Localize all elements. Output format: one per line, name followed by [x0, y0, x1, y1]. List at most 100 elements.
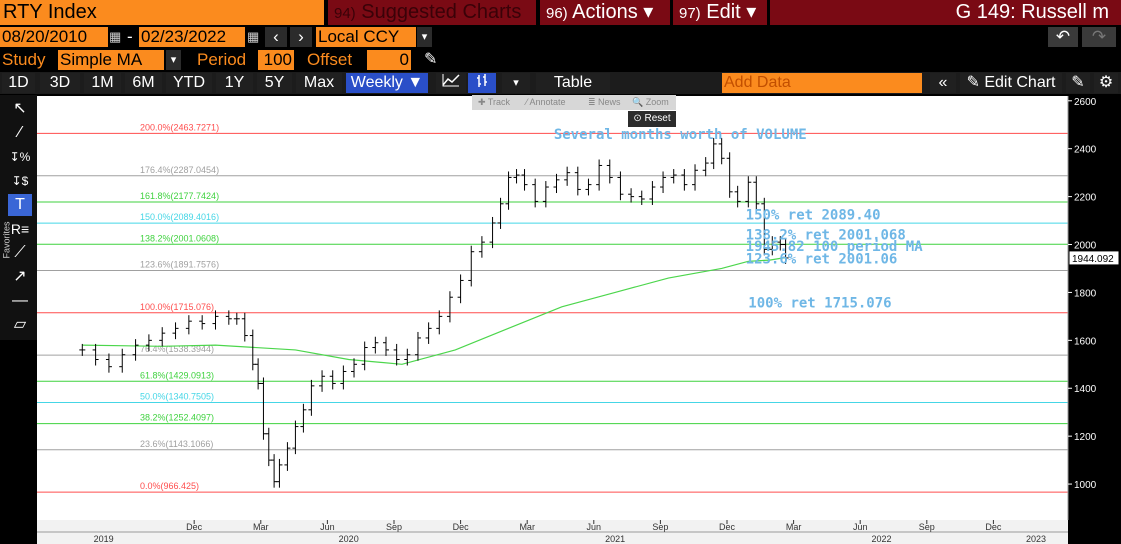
range-1y[interactable]: 1Y	[216, 73, 253, 93]
collapse-icon[interactable]: «	[930, 73, 956, 93]
edit-chart-button[interactable]: ✎ Edit Chart	[960, 73, 1062, 93]
actions-menu-button[interactable]: 96) Actions ▾	[540, 0, 670, 25]
text-tool-icon[interactable]: T	[8, 194, 32, 216]
x-tick-label: Mar	[519, 522, 535, 532]
draw-line-icon[interactable]: ⁄	[18, 124, 22, 141]
x-tick-label: Dec	[186, 522, 203, 532]
period-field[interactable]: 100	[258, 50, 294, 70]
range-dash: -	[127, 27, 133, 46]
fib-level-label: 200.0%(2463.7271)	[140, 122, 219, 132]
pencil-icon: ✎	[966, 74, 980, 91]
year-label: 2020	[339, 534, 359, 544]
fib-level-label: 161.8%(2177.7424)	[140, 191, 219, 201]
pointer-icon[interactable]: ↖	[13, 100, 27, 117]
study-select[interactable]: Simple MA	[58, 50, 164, 70]
channel-icon[interactable]: ▱	[13, 316, 27, 333]
x-tick-label: Jun	[587, 522, 602, 532]
drawing-tools: ↖ ⁄ ↧% ↧$ T R≡ ⟋ ↗ — ▱	[0, 95, 37, 340]
fib-level-label: 50.0%(1340.7505)	[140, 391, 214, 401]
range-1d[interactable]: 1D	[2, 73, 35, 93]
range-ytd[interactable]: YTD	[166, 73, 212, 93]
fib-level-label: 100.0%(1715.076)	[140, 302, 214, 312]
trendline-icon[interactable]: ⟋	[14, 244, 26, 261]
chevron-left-icon[interactable]: ‹	[265, 27, 287, 47]
suggested-number: 94)	[334, 5, 356, 22]
chevron-right-icon[interactable]: ›	[290, 27, 312, 47]
annotate-label: Annotate	[529, 97, 566, 107]
price-chart[interactable]: 200.0%(2463.7271) 176.4%(2287.0454) 161.8%…	[0, 94, 1121, 544]
y-tick-label: 1000	[1074, 480, 1097, 491]
actions-label: Actions ▾	[572, 1, 654, 23]
fib-level-label: 0.0%(966.425)	[140, 481, 199, 491]
suggested-charts-button[interactable]: 94) Suggested Charts	[328, 0, 536, 25]
track-label: Track	[487, 97, 511, 107]
study-label: Study	[2, 50, 46, 69]
currency-select[interactable]: Local CCY	[316, 27, 416, 47]
pencil-icon[interactable]: ✎	[424, 51, 438, 68]
calendar-icon[interactable]: ▦	[109, 29, 122, 44]
offset-field[interactable]: 0	[367, 50, 411, 70]
zoom-label: Zoom	[645, 97, 669, 107]
x-tick-label: Dec	[719, 522, 736, 532]
range-max[interactable]: Max	[296, 73, 342, 93]
offset-label: Offset	[307, 50, 353, 69]
year-label: 2023	[1026, 534, 1046, 544]
security-title[interactable]: RTY Index	[0, 0, 324, 25]
edit-icon[interactable]: ✎	[1066, 73, 1090, 93]
news-button[interactable]: ≣ News	[588, 97, 621, 107]
chart-toolbar: 1D 3D 1M 6M YTD 1Y 5Y Max Weekly ▼ ▾ Tab…	[0, 72, 1121, 94]
bar-chart-icon-glyph	[477, 74, 487, 87]
chevron-down-icon[interactable]: ▾	[166, 50, 181, 70]
percent-tool-icon[interactable]: ↧%	[9, 150, 31, 164]
range-6m[interactable]: 6M	[125, 73, 162, 93]
fib-level-label: 123.6%(1891.7576)	[140, 259, 219, 269]
chevron-down-icon[interactable]: ▾	[502, 73, 530, 93]
price-series	[79, 137, 789, 488]
fib-level-label: 176.4%(2287.0454)	[140, 165, 219, 175]
undo-icon[interactable]: ↶	[1048, 27, 1078, 47]
fib-level-label: 138.2%(2001.0608)	[140, 233, 219, 243]
add-data-input[interactable]: Add Data	[722, 73, 922, 93]
x-tick-label: Sep	[652, 522, 668, 532]
annotate-button[interactable]: ⁄ Annotate	[526, 97, 566, 107]
fib-level-label: 23.6%(1143.1066)	[140, 439, 213, 449]
range-1m[interactable]: 1M	[84, 73, 121, 93]
retracement-icon[interactable]: R≡	[10, 221, 30, 237]
gear-icon[interactable]: ⚙	[1094, 73, 1118, 93]
edit-number: 97)	[679, 5, 701, 22]
price-tool-icon[interactable]: ↧$	[11, 174, 29, 188]
range-5y[interactable]: 5Y	[257, 73, 292, 93]
x-tick-label: Dec	[453, 522, 470, 532]
chart-name[interactable]: G 149: Russell m	[770, 0, 1121, 25]
fib-level-label: 150.0%(2089.4016)	[140, 212, 219, 222]
actions-number: 96)	[546, 5, 568, 22]
last-price-label: 1944.092	[1072, 254, 1114, 265]
ray-icon[interactable]: ↗	[13, 268, 27, 285]
start-date-field[interactable]: 08/20/2010	[0, 27, 108, 47]
track-button[interactable]: ✚ Track	[478, 97, 511, 107]
reset-button[interactable]: ⊙ Reset	[628, 111, 676, 127]
zoom-button[interactable]: 🔍 Zoom	[632, 97, 669, 107]
edit-menu-button[interactable]: 97) Edit ▾	[673, 0, 767, 25]
frequency-select[interactable]: Weekly ▼	[346, 73, 428, 93]
line-chart-icon[interactable]	[436, 73, 466, 93]
y-axis: 1000 1200 1400 1600 1800 2000 2200 2400 2600 1944…	[1067, 96, 1120, 520]
y-tick-label: 2000	[1074, 241, 1097, 252]
period-label: Period	[197, 50, 247, 69]
ma-line	[82, 256, 786, 365]
x-tick-label: Sep	[919, 522, 935, 532]
redo-icon[interactable]: ↷	[1082, 27, 1116, 47]
annotation-text: 150% ret 2089.40	[746, 208, 881, 224]
bar-chart-icon[interactable]	[468, 73, 496, 93]
fib-level-label: 38.2%(1252.4097)	[140, 413, 214, 423]
horizontal-line-icon[interactable]: —	[12, 292, 28, 309]
chevron-down-icon[interactable]: ▾	[417, 27, 432, 47]
end-date-field[interactable]: 02/23/2022	[139, 27, 245, 47]
news-label: News	[598, 97, 621, 107]
table-button[interactable]: Table	[536, 73, 610, 93]
moving-average	[82, 256, 786, 365]
range-3d[interactable]: 3D	[40, 73, 80, 93]
x-tick-label: Jun	[853, 522, 868, 532]
calendar-icon[interactable]: ▦	[247, 29, 260, 44]
y-tick-label: 1800	[1074, 288, 1097, 299]
